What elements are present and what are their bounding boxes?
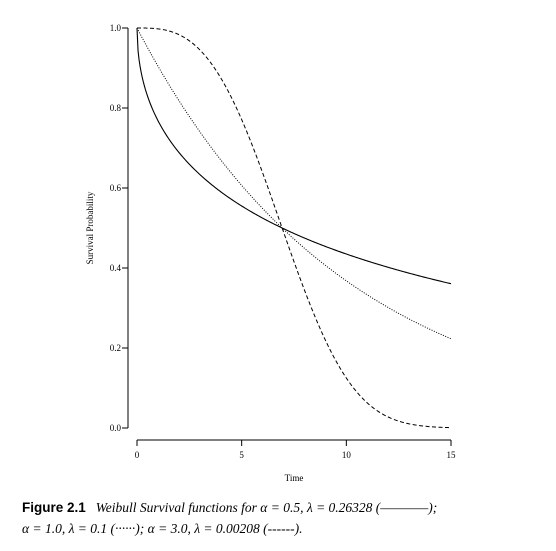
y-axis-label: Survival Probability — [85, 191, 95, 264]
caption-text-1: Weibull Survival functions for α = 0.5, … — [95, 500, 438, 515]
survival-chart: 0.0 0.2 0.4 0.6 0.8 1.0 0 5 10 15 Time Survival P… — [85, 23, 456, 483]
figure-label: Figure 2.1 — [22, 500, 86, 515]
x-tick-label: 5 — [239, 450, 244, 460]
figure-caption: Figure 2.1 Weibull Survival functions for… — [22, 497, 550, 539]
series-layer — [136, 27, 452, 429]
y-tick-label: 0.2 — [110, 343, 121, 353]
series-line-dotted — [136, 27, 452, 340]
axes: 0.0 0.2 0.4 0.6 0.8 1.0 0 5 10 15 — [110, 23, 456, 460]
x-tick-label: 15 — [447, 450, 457, 460]
caption-line-2: α = 1.0, λ = 0.1 (······); α = 3.0, λ = … — [22, 518, 550, 539]
x-axis-label: Time — [285, 473, 304, 483]
y-tick-label: 1.0 — [110, 23, 122, 33]
x-tick-label: 0 — [135, 450, 140, 460]
series-line-dashed — [137, 27, 452, 429]
series-line-solid — [136, 27, 452, 285]
y-tick-label: 0.4 — [110, 263, 122, 273]
x-tick-label: 10 — [342, 450, 352, 460]
y-tick-label: 0.6 — [110, 183, 122, 193]
caption-line-1: Figure 2.1 Weibull Survival functions for… — [22, 497, 550, 518]
caption-text-2: α = 1.0, λ = 0.1 (······); α = 3.0, λ = … — [22, 521, 303, 536]
y-tick-label: 0.0 — [110, 423, 122, 433]
y-tick-label: 0.8 — [110, 103, 122, 113]
